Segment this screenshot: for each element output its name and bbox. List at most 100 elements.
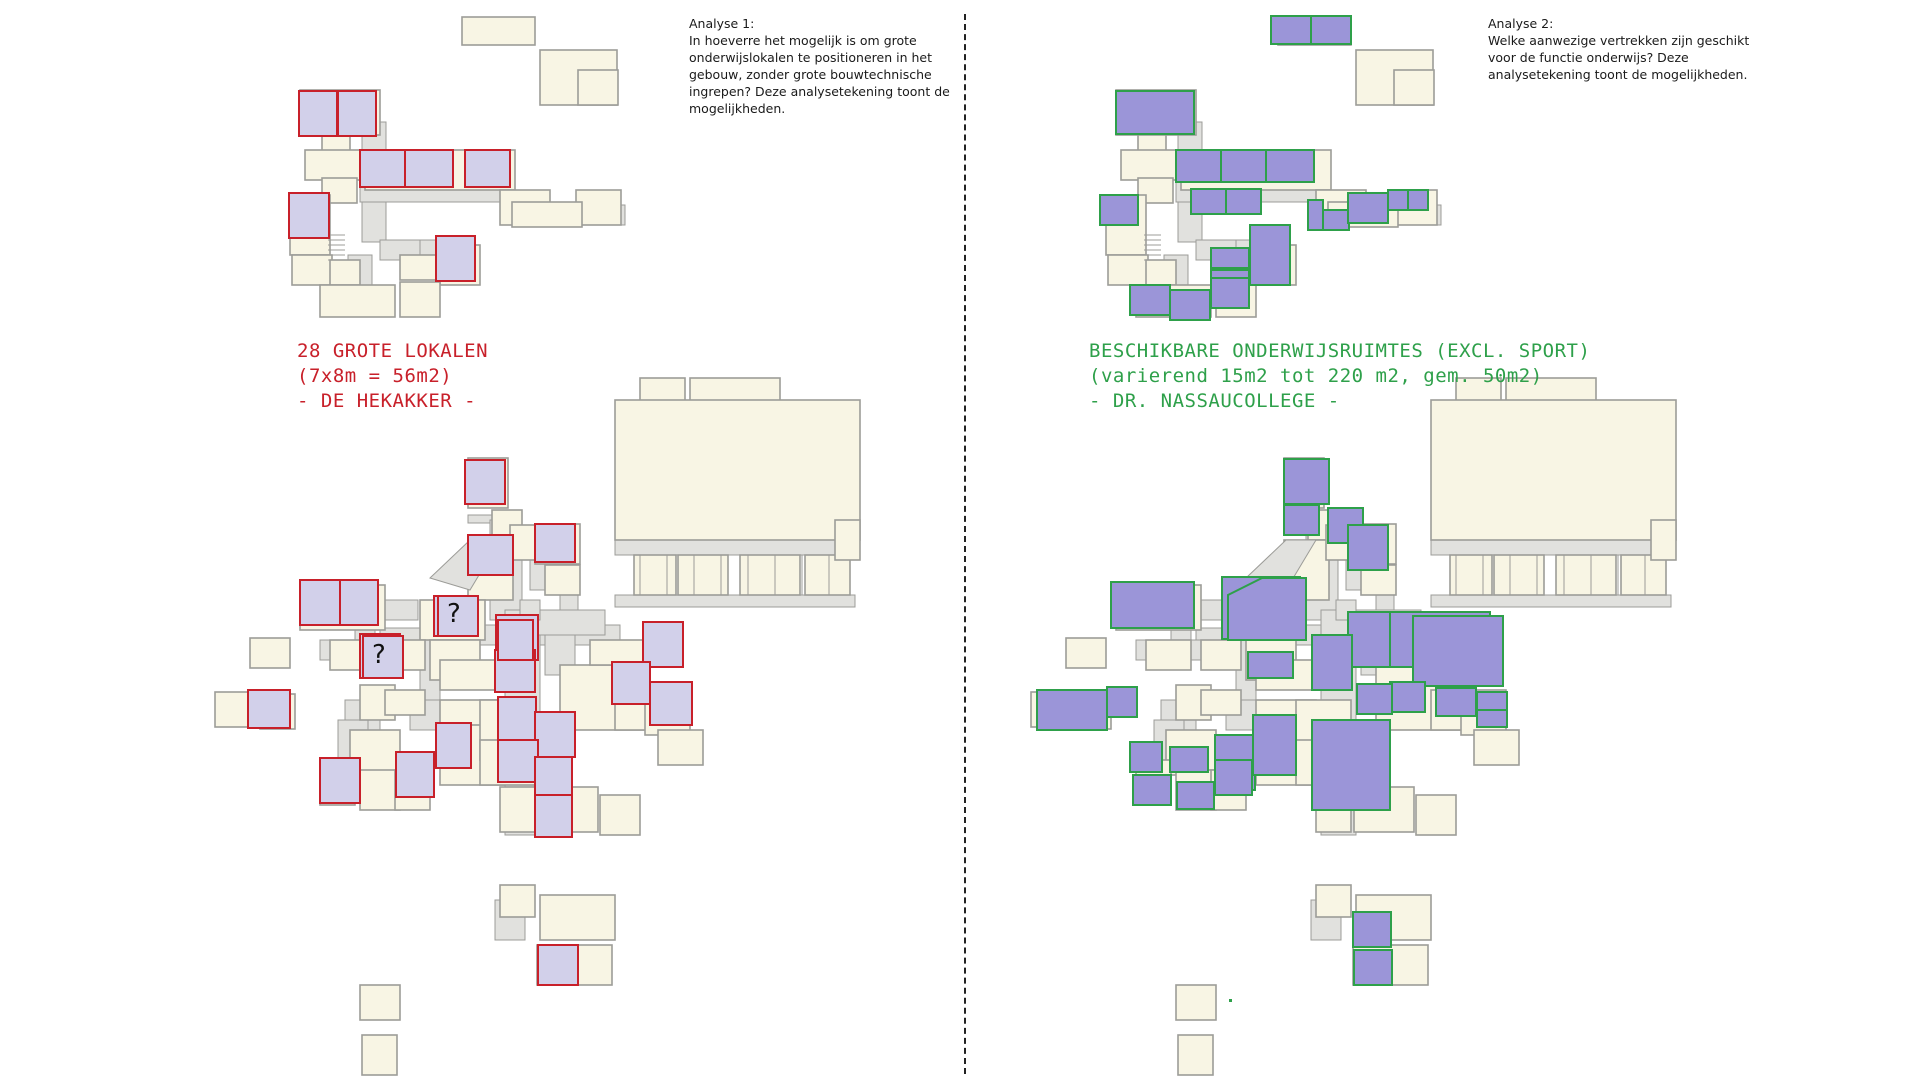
education-space-6 bbox=[1190, 188, 1227, 215]
room-29 bbox=[739, 554, 801, 596]
large-classroom-8 bbox=[467, 534, 514, 576]
room-35 bbox=[1145, 639, 1192, 671]
question-mark-2: ? bbox=[372, 640, 386, 670]
room-10 bbox=[511, 201, 583, 228]
large-classroom-10 bbox=[299, 579, 341, 626]
corridor-12 bbox=[1430, 594, 1672, 608]
education-space-1 bbox=[1310, 15, 1352, 45]
education-space-3 bbox=[1175, 149, 1222, 183]
analysis-2-title: Analyse 2: bbox=[1488, 16, 1554, 31]
room-63 bbox=[361, 1034, 398, 1076]
room-27 bbox=[633, 554, 677, 596]
education-space-14 bbox=[1249, 224, 1291, 286]
education-space-11 bbox=[1347, 192, 1389, 224]
left-heading-line-1: 28 GROTE LOKALEN bbox=[297, 340, 489, 362]
education-space-34 bbox=[1389, 681, 1426, 713]
education-space-atrium bbox=[1227, 577, 1307, 641]
large-classroom-27 bbox=[319, 757, 361, 804]
large-classroom-17 bbox=[642, 621, 684, 668]
room-47 bbox=[359, 769, 401, 811]
room-62 bbox=[1175, 984, 1217, 1021]
room-27 bbox=[1449, 554, 1493, 596]
room-58 bbox=[599, 794, 641, 836]
education-space-24 bbox=[1110, 581, 1195, 629]
large-classroom-1 bbox=[337, 90, 377, 137]
education-space-4 bbox=[1220, 149, 1267, 183]
education-space-15 bbox=[1210, 247, 1250, 269]
large-classroom-26 bbox=[534, 794, 573, 838]
large-classroom-0 bbox=[298, 90, 338, 137]
education-space-47 bbox=[1214, 759, 1253, 796]
education-space-30 bbox=[1036, 689, 1108, 731]
room-30 bbox=[804, 554, 851, 596]
room-42 bbox=[439, 659, 501, 691]
education-space-26 bbox=[1347, 611, 1394, 668]
large-classroom-6 bbox=[435, 235, 476, 282]
room-55 bbox=[657, 729, 704, 766]
right-heading-line-1: BESCHIKBARE ONDERWIJSRUIMTES (EXCL. SPOR… bbox=[1089, 340, 1591, 362]
room-40 bbox=[384, 689, 426, 716]
large-classroom-11 bbox=[339, 579, 379, 626]
large-classroom-28 bbox=[395, 751, 435, 798]
left-heading: 28 GROTE LOKALEN (7x8m = 56m2) - DE HEKA… bbox=[297, 339, 488, 414]
room-63 bbox=[1177, 1034, 1214, 1076]
classroom-question-a bbox=[437, 595, 479, 637]
room-31 bbox=[1650, 519, 1677, 561]
analysis-2-note: Analyse 2: Welke aanwezige vertrekken zi… bbox=[1488, 15, 1763, 83]
room-2 bbox=[1393, 69, 1435, 106]
education-space-13 bbox=[1407, 189, 1429, 211]
large-classroom-3 bbox=[404, 149, 454, 188]
education-space-0 bbox=[1270, 15, 1312, 45]
large-classroom-2 bbox=[359, 149, 406, 188]
room-62 bbox=[359, 984, 401, 1021]
right-heading-line-3: - DR. NASSAUCOLLEGE - bbox=[1089, 390, 1340, 412]
room-40 bbox=[1200, 689, 1242, 716]
room-18 bbox=[1455, 377, 1502, 404]
room-5 bbox=[304, 149, 366, 181]
education-space-45 bbox=[1132, 774, 1172, 806]
education-space-49 bbox=[1353, 949, 1393, 986]
education-space-44 bbox=[1252, 714, 1297, 776]
education-space-18 bbox=[1169, 289, 1211, 321]
education-space-20 bbox=[1283, 458, 1330, 505]
education-space-32 bbox=[1247, 651, 1294, 679]
room-28 bbox=[677, 554, 729, 596]
room-18 bbox=[639, 377, 686, 404]
education-space-10 bbox=[1322, 209, 1350, 231]
room-34 bbox=[249, 637, 291, 669]
room-58 bbox=[1415, 794, 1457, 836]
room-30 bbox=[1620, 554, 1667, 596]
classroom-question-b bbox=[362, 635, 404, 679]
large-classroom-4 bbox=[464, 149, 511, 188]
room-12 bbox=[1107, 254, 1149, 286]
analysis-1-note: Analyse 1: In hoeverre het mogelijk is o… bbox=[689, 15, 989, 117]
room-16 bbox=[319, 284, 396, 318]
right-heading-line-2: (varierend 15m2 tot 220 m2, gem. 50m2) bbox=[1089, 365, 1543, 387]
large-classroom-21 bbox=[497, 696, 537, 743]
large-classroom-24 bbox=[497, 739, 539, 783]
room-13 bbox=[329, 259, 361, 286]
room-36 bbox=[1200, 639, 1242, 671]
room-31 bbox=[834, 519, 861, 561]
large-classroom-5 bbox=[288, 192, 330, 239]
room-59 bbox=[499, 884, 536, 918]
analysis-1-text: In hoeverre het mogelijk is om grote ond… bbox=[689, 33, 950, 116]
education-space-21 bbox=[1283, 504, 1320, 536]
education-space-9 bbox=[1307, 199, 1324, 231]
education-space-5 bbox=[1265, 149, 1315, 183]
education-space-17 bbox=[1129, 284, 1171, 316]
right-heading: BESCHIKBARE ONDERWIJSRUIMTES (EXCL. SPOR… bbox=[1089, 339, 1590, 414]
education-space-8 bbox=[1099, 194, 1139, 226]
room-59 bbox=[1315, 884, 1352, 918]
education-space-38 bbox=[1476, 709, 1508, 728]
left-heading-line-2: (7x8m = 56m2) bbox=[297, 365, 453, 387]
dashed-divider bbox=[964, 14, 966, 1074]
left-heading-line-3: - DE HEKAKKER - bbox=[297, 390, 477, 412]
education-space-46 bbox=[1176, 781, 1215, 810]
education-space-12 bbox=[1387, 189, 1409, 211]
education-space-7 bbox=[1225, 188, 1262, 215]
room-12 bbox=[291, 254, 333, 286]
room-34 bbox=[1065, 637, 1107, 669]
room-60 bbox=[539, 894, 616, 941]
